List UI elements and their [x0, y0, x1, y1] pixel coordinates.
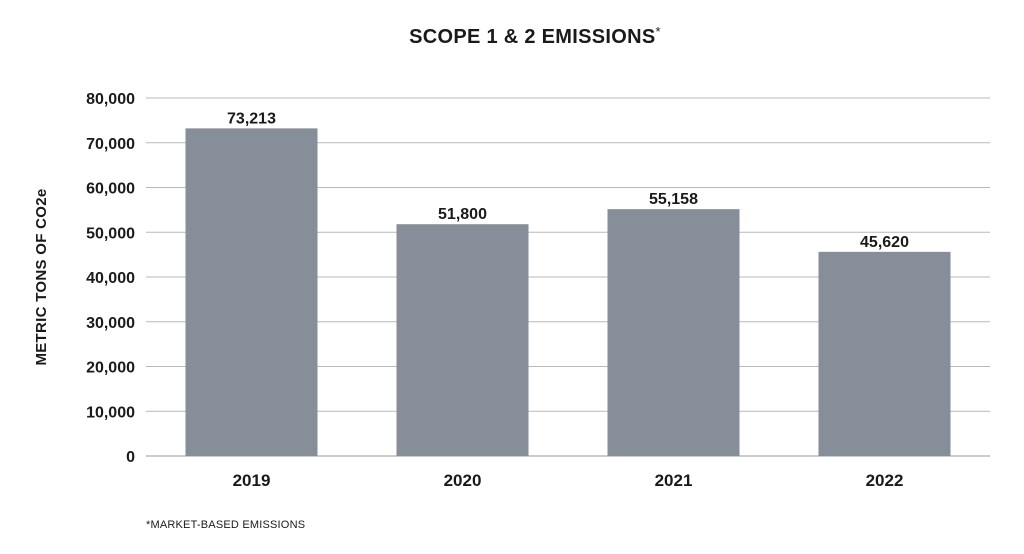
y-tick-label: 50,000 [86, 225, 135, 242]
y-tick-label: 40,000 [86, 270, 135, 287]
x-category-label: 2019 [233, 471, 271, 490]
bar-value-label: 73,213 [227, 110, 276, 127]
y-tick-label: 60,000 [86, 181, 135, 198]
x-axis-categories: 2019 2020 2021 2022 [233, 471, 904, 490]
x-category-label: 2020 [444, 471, 482, 490]
chart-title-mark: * [655, 24, 661, 39]
y-axis-ticks: 0 10,000 20,000 30,000 40,000 50,000 60,000 70,… [86, 91, 135, 466]
x-category-label: 2022 [866, 471, 904, 490]
y-tick-label: 20,000 [86, 360, 135, 377]
y-tick-label: 30,000 [86, 315, 135, 332]
y-tick-label: 80,000 [86, 91, 135, 108]
y-axis-label: METRIC TONS OF CO2e [33, 188, 50, 365]
bars [185, 128, 951, 456]
bar [818, 251, 951, 456]
y-tick-label: 10,000 [86, 404, 135, 421]
bar [396, 224, 529, 456]
chart-title-text: SCOPE 1 & 2 EMISSIONS [409, 26, 656, 48]
y-tick-label: 0 [126, 449, 135, 466]
bar-value-label: 55,158 [649, 191, 698, 208]
x-category-label: 2021 [655, 471, 693, 490]
bar-value-label: 51,800 [438, 206, 487, 223]
bar [185, 128, 318, 456]
y-tick-label: 70,000 [86, 136, 135, 153]
bar-value-label: 45,620 [860, 234, 909, 251]
value-labels: 73,213 51,800 55,158 45,620 [227, 110, 909, 250]
bar [607, 209, 740, 456]
chart-title: SCOPE 1 & 2 EMISSIONS* [0, 24, 1024, 49]
footnote: *MARKET-BASED EMISSIONS [146, 519, 306, 531]
